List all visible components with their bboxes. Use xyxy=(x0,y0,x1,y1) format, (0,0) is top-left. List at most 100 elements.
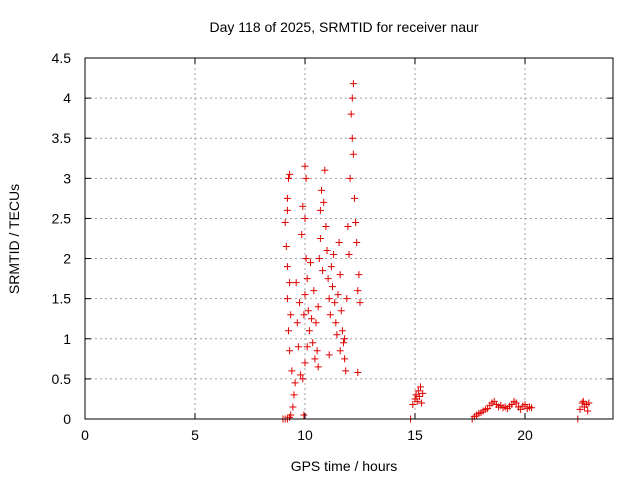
data-point-marker xyxy=(314,303,322,311)
data-point-marker xyxy=(303,343,311,351)
data-point-marker xyxy=(345,251,353,259)
data-point-marker xyxy=(286,170,294,178)
data-point-marker xyxy=(301,359,309,367)
data-point-marker xyxy=(292,279,300,287)
data-point-marker xyxy=(335,239,343,247)
data-point-marker xyxy=(354,368,362,376)
data-point-marker xyxy=(288,367,296,375)
data-point-marker xyxy=(579,397,587,405)
data-point-marker xyxy=(283,206,291,214)
data-point-marker xyxy=(584,407,592,415)
data-point-marker xyxy=(337,307,345,315)
data-point-marker xyxy=(336,271,344,279)
data-point-marker xyxy=(309,339,317,347)
x-tick-label: 10 xyxy=(297,427,313,443)
x-axis-label: GPS time / hours xyxy=(291,458,398,474)
data-point-marker xyxy=(293,319,301,327)
data-point-marker xyxy=(585,399,593,407)
data-point-marker xyxy=(297,371,305,379)
data-point-marker xyxy=(576,405,584,413)
data-point-marker xyxy=(356,299,364,307)
data-point-marker xyxy=(415,393,423,401)
data-point-marker xyxy=(286,279,294,287)
data-point-marker xyxy=(334,291,342,299)
data-point-marker xyxy=(348,134,356,142)
data-point-marker xyxy=(299,202,307,210)
data-point-marker xyxy=(347,110,355,118)
data-point-marker xyxy=(324,275,332,283)
y-tick-label: 0 xyxy=(63,411,71,427)
data-point-marker xyxy=(285,174,292,182)
data-point-marker xyxy=(323,247,331,255)
data-point-marker xyxy=(329,283,336,291)
x-tick-label: 20 xyxy=(517,427,533,443)
data-point-marker xyxy=(352,218,360,226)
data-point-marker xyxy=(318,186,325,194)
data-point-marker xyxy=(322,222,330,230)
data-point-marker xyxy=(344,222,352,230)
data-point-marker xyxy=(302,174,310,182)
data-point-marker xyxy=(311,355,319,363)
data-point-marker xyxy=(307,259,314,267)
data-point-marker xyxy=(283,194,291,202)
data-point-marker xyxy=(353,239,361,247)
x-tick-label: 0 xyxy=(81,427,89,443)
data-point-marker xyxy=(287,311,295,319)
data-point-marker xyxy=(326,311,334,319)
y-tick-label: 2 xyxy=(63,251,71,267)
data-point-marker xyxy=(354,287,362,295)
data-point-marker xyxy=(291,379,299,387)
data-point-marker xyxy=(296,299,303,307)
data-point-marker xyxy=(286,347,294,355)
data-point-marker xyxy=(333,331,341,339)
data-point-marker xyxy=(351,194,358,202)
data-point-marker xyxy=(348,94,356,102)
data-point-marker xyxy=(290,391,298,399)
data-point-marker xyxy=(308,315,316,323)
data-point-marker xyxy=(287,411,295,419)
data-point-marker xyxy=(301,291,309,299)
x-tick-label: 15 xyxy=(407,427,423,443)
data-point-marker xyxy=(349,150,357,158)
data-point-marker xyxy=(355,271,363,279)
data-point-marker xyxy=(316,206,324,214)
data-point-marker xyxy=(512,399,520,407)
data-point-marker xyxy=(313,347,321,355)
data-point-marker xyxy=(327,263,335,271)
y-axis-label: SRMTID / TECUs xyxy=(6,184,22,294)
data-point-marker xyxy=(301,214,309,222)
chart-title: Day 118 of 2025, SRMTID for receiver nau… xyxy=(210,19,479,35)
y-tick-label: 0.5 xyxy=(52,371,72,387)
data-point-marker xyxy=(419,389,427,397)
data-point-marker xyxy=(316,235,324,242)
data-point-marker xyxy=(342,367,350,375)
data-point-marker xyxy=(310,287,318,295)
data-point-marker xyxy=(283,295,291,303)
data-point-marker xyxy=(578,399,586,407)
data-point-marker xyxy=(336,347,344,355)
data-point-marker xyxy=(418,399,426,407)
data-point-marker xyxy=(282,243,290,251)
y-tick-label: 3.5 xyxy=(52,130,72,146)
data-point-marker xyxy=(300,411,308,419)
data-point-marker xyxy=(299,375,307,383)
data-point-marker xyxy=(315,255,323,263)
y-tick-label: 1 xyxy=(63,331,71,347)
data-point-marker xyxy=(341,335,349,343)
y-tick-label: 2.5 xyxy=(52,210,72,226)
y-tick-label: 3 xyxy=(63,170,71,186)
data-point-marker xyxy=(528,404,536,412)
data-point-marker xyxy=(319,267,327,275)
data-point-marker xyxy=(303,275,311,283)
data-point-marker xyxy=(521,401,529,409)
data-point-marker xyxy=(294,343,302,351)
data-point-marker xyxy=(349,80,357,88)
data-point-marker xyxy=(281,218,289,226)
data-point-marker xyxy=(314,363,322,371)
grid-lines xyxy=(85,58,613,419)
data-point-marker xyxy=(289,403,297,411)
data-point-marker xyxy=(325,295,333,303)
data-point-marker xyxy=(338,327,346,335)
y-tick-label: 4 xyxy=(63,90,71,106)
